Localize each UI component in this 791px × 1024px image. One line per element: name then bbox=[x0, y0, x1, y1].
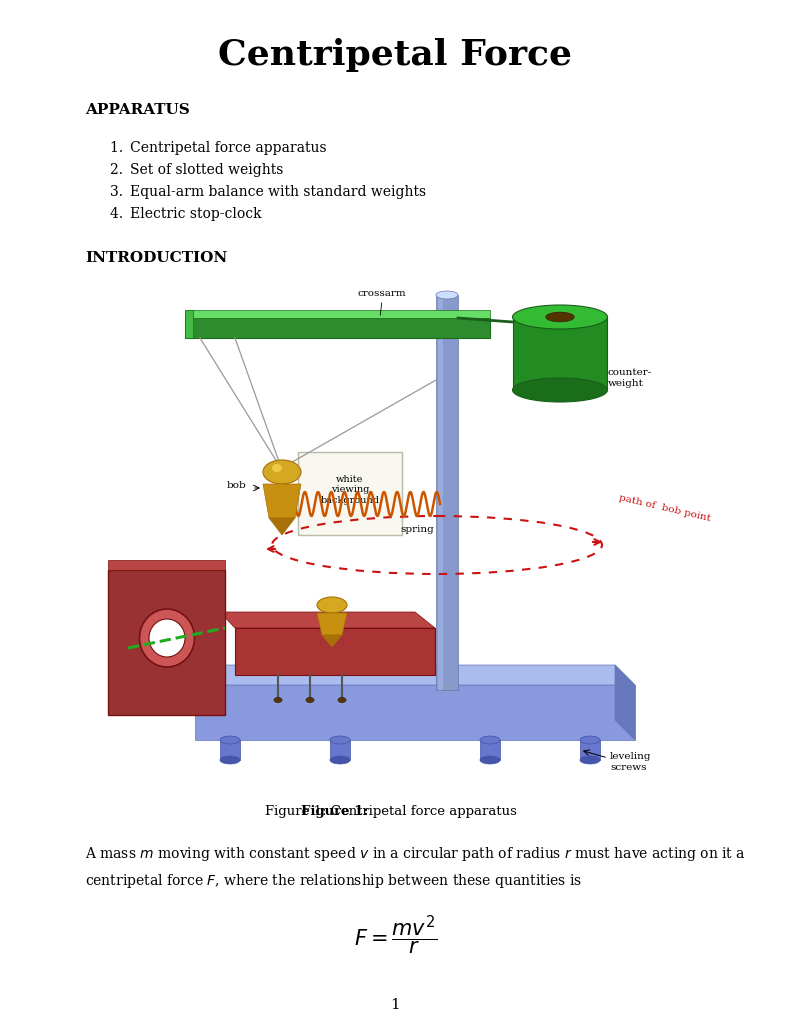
Ellipse shape bbox=[513, 378, 607, 402]
Polygon shape bbox=[235, 628, 435, 675]
Ellipse shape bbox=[272, 464, 282, 472]
Ellipse shape bbox=[274, 697, 282, 702]
Ellipse shape bbox=[263, 460, 301, 484]
Polygon shape bbox=[269, 518, 295, 535]
Text: Figure 1:: Figure 1: bbox=[301, 806, 369, 818]
Ellipse shape bbox=[330, 736, 350, 744]
Ellipse shape bbox=[480, 756, 500, 764]
Polygon shape bbox=[322, 635, 342, 647]
Polygon shape bbox=[580, 740, 600, 760]
Ellipse shape bbox=[220, 736, 240, 744]
Polygon shape bbox=[185, 318, 490, 338]
Text: 4. Electric stop-clock: 4. Electric stop-clock bbox=[110, 207, 262, 221]
Polygon shape bbox=[220, 612, 435, 628]
Text: 2. Set of slotted weights: 2. Set of slotted weights bbox=[110, 163, 283, 177]
Ellipse shape bbox=[139, 609, 195, 667]
Polygon shape bbox=[108, 560, 225, 570]
Text: INTRODUCTION: INTRODUCTION bbox=[85, 251, 227, 265]
Text: centripetal force $F$, where the relationship between these quantities is: centripetal force $F$, where the relatio… bbox=[85, 872, 582, 890]
Ellipse shape bbox=[546, 312, 574, 322]
Polygon shape bbox=[108, 570, 225, 715]
Polygon shape bbox=[175, 665, 635, 685]
Polygon shape bbox=[317, 613, 347, 635]
Text: line of
sight: line of sight bbox=[120, 669, 153, 688]
Text: APPARATUS: APPARATUS bbox=[85, 103, 190, 117]
Ellipse shape bbox=[338, 697, 346, 702]
Text: leveling
screws: leveling screws bbox=[610, 753, 652, 772]
Polygon shape bbox=[438, 295, 443, 690]
Text: 1: 1 bbox=[391, 998, 400, 1012]
Text: 1. Centripetal force apparatus: 1. Centripetal force apparatus bbox=[110, 141, 327, 155]
Polygon shape bbox=[513, 317, 607, 390]
Ellipse shape bbox=[306, 697, 314, 702]
Ellipse shape bbox=[317, 597, 347, 613]
Ellipse shape bbox=[513, 305, 607, 329]
Text: Figure 1: Centripetal force apparatus: Figure 1: Centripetal force apparatus bbox=[264, 806, 517, 818]
Polygon shape bbox=[220, 740, 240, 760]
Polygon shape bbox=[195, 685, 635, 740]
Ellipse shape bbox=[149, 618, 185, 657]
Polygon shape bbox=[185, 310, 193, 338]
Text: counter-
weight: counter- weight bbox=[608, 369, 653, 388]
Ellipse shape bbox=[220, 756, 240, 764]
Polygon shape bbox=[615, 665, 635, 740]
Text: path of  bob point: path of bob point bbox=[618, 494, 711, 523]
Polygon shape bbox=[185, 310, 490, 318]
Ellipse shape bbox=[330, 756, 350, 764]
Ellipse shape bbox=[436, 291, 458, 299]
Polygon shape bbox=[436, 295, 458, 690]
Text: 3. Equal-arm balance with standard weights: 3. Equal-arm balance with standard weigh… bbox=[110, 185, 426, 199]
Ellipse shape bbox=[480, 736, 500, 744]
Ellipse shape bbox=[580, 736, 600, 744]
Polygon shape bbox=[263, 484, 301, 518]
Text: bob: bob bbox=[226, 481, 246, 490]
Text: $F = \dfrac{mv^2}{r}$: $F = \dfrac{mv^2}{r}$ bbox=[354, 913, 437, 956]
Text: spring: spring bbox=[400, 525, 433, 535]
Text: A mass $m$ moving with constant speed $v$ in a circular path of radius $r$ must : A mass $m$ moving with constant speed $v… bbox=[85, 845, 746, 863]
Polygon shape bbox=[330, 740, 350, 760]
Ellipse shape bbox=[580, 756, 600, 764]
Text: Centripetal Force: Centripetal Force bbox=[218, 38, 573, 72]
Polygon shape bbox=[480, 740, 500, 760]
Text: crossarm: crossarm bbox=[358, 290, 407, 299]
Text: white
viewing
background: white viewing background bbox=[320, 475, 380, 505]
Polygon shape bbox=[298, 452, 402, 535]
